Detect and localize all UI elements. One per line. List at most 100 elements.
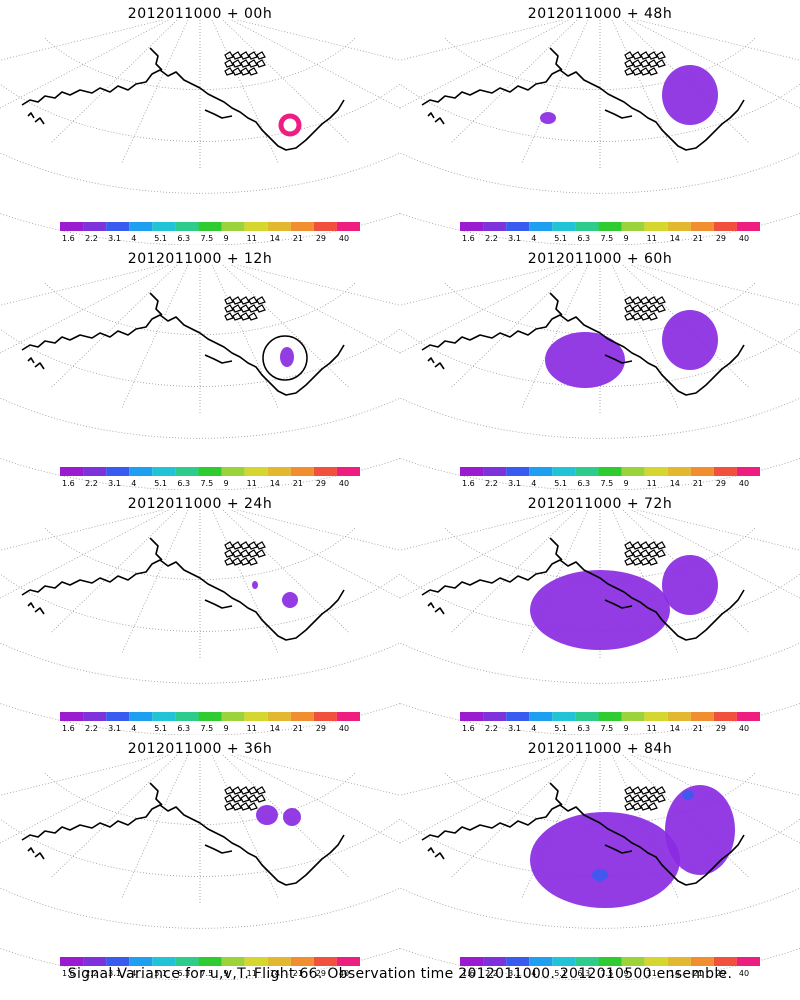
polar-map <box>0 19 400 245</box>
arctic-island <box>624 549 634 558</box>
forecast-panel: 2012011000 + 24h 1.6 2.2 3.1 4 5.1 6.3 7.5 9 11 14… <box>0 490 400 735</box>
arctic-island <box>624 794 634 803</box>
colorbar-label: 11 <box>247 969 257 978</box>
colorbar-swatch <box>460 957 484 966</box>
arctic-island <box>240 304 250 313</box>
colorbar-label: 4 <box>531 234 536 243</box>
arctic-island <box>240 67 250 76</box>
coastline <box>427 112 435 119</box>
colorbar-label: 3.1 <box>108 724 121 733</box>
colorbar-label: 40 <box>739 969 749 978</box>
forecast-panel: 2012011000 + 00h 1.6 2.2 3.1 4 5.1 6.3 7.5 9 11 14… <box>0 0 400 245</box>
latitude-line <box>400 152 800 194</box>
coastline <box>434 607 445 615</box>
coastline <box>204 354 233 364</box>
meridian-line <box>50 754 178 879</box>
colorbar: 1.6 2.2 3.1 4 5.1 6.3 7.5 9 11 14 21 29 40 <box>460 467 760 488</box>
meridian-line <box>121 264 189 409</box>
arctic-island <box>624 786 634 795</box>
arctic-island <box>248 59 258 68</box>
colorbar-swatch <box>60 222 84 231</box>
colorbar-swatch <box>221 222 245 231</box>
colorbar-swatch <box>736 957 760 966</box>
colorbar-label: 1.6 <box>462 724 475 733</box>
colorbar-swatch <box>336 467 360 476</box>
colorbar-swatch <box>83 712 107 721</box>
colorbar-label: 29 <box>716 724 726 733</box>
colorbar-swatch <box>552 957 576 966</box>
arctic-island <box>232 304 242 313</box>
colorbar-swatch <box>575 222 599 231</box>
arctic-island <box>640 296 650 305</box>
colorbar-label: 7.5 <box>200 724 213 733</box>
colorbar-swatch <box>221 957 245 966</box>
colorbar-swatch <box>267 222 291 231</box>
colorbar-swatch <box>244 222 268 231</box>
meridian-line <box>237 754 400 796</box>
arctic-island <box>624 304 634 313</box>
colorbar-label: 1.6 <box>62 479 75 488</box>
coastline <box>427 357 435 364</box>
colorbar-label: 1.6 <box>62 724 75 733</box>
colorbar-swatch <box>313 467 337 476</box>
colorbar-label: 9 <box>224 724 229 733</box>
panel-title: 2012011000 + 12h <box>127 251 273 267</box>
coastline <box>434 117 445 125</box>
colorbar: 1.6 2.2 3.1 4 5.1 6.3 7.5 9 11 14 21 29 40 <box>60 222 360 243</box>
colorbar-label: 6.3 <box>177 724 190 733</box>
meridian-line <box>400 264 569 354</box>
arctic-island <box>256 51 266 60</box>
colorbar-label: 9 <box>224 969 229 978</box>
arctic-island <box>656 51 666 60</box>
arctic-island <box>224 296 234 305</box>
colorbar-label: 7.5 <box>600 969 613 978</box>
colorbar-label: 9 <box>624 234 629 243</box>
arctic-island <box>240 59 250 68</box>
colorbar-swatch <box>221 467 245 476</box>
variance-region <box>262 335 308 381</box>
colorbar-swatch <box>129 467 153 476</box>
colorbar-swatch <box>313 957 337 966</box>
colorbar-label: 4 <box>131 724 136 733</box>
colorbar-label: 5.1 <box>154 724 167 733</box>
arctic-island <box>632 304 642 313</box>
colorbar-label: 6.3 <box>177 234 190 243</box>
colorbar-label: 11 <box>647 479 657 488</box>
colorbar-swatch <box>221 712 245 721</box>
coastline <box>421 69 745 151</box>
colorbar-label: 6.3 <box>577 724 590 733</box>
arctic-island <box>256 59 266 68</box>
meridian-line <box>611 264 679 409</box>
arctic-island <box>648 51 658 60</box>
colorbar-swatch <box>313 712 337 721</box>
polar-map <box>400 754 800 980</box>
arctic-island <box>632 296 642 305</box>
colorbar-swatch <box>644 467 668 476</box>
colorbar-swatch <box>667 957 691 966</box>
variance-region <box>252 581 258 589</box>
colorbar-swatch <box>129 712 153 721</box>
arctic-island <box>248 786 258 795</box>
colorbar-swatch <box>290 467 314 476</box>
arctic-island <box>632 794 642 803</box>
colorbar-swatch <box>483 467 507 476</box>
panel-title: 2012011000 + 84h <box>527 741 673 757</box>
meridian-line <box>0 754 169 844</box>
arctic-island <box>656 59 666 68</box>
colorbar-swatch <box>575 712 599 721</box>
meridian-line <box>50 509 178 634</box>
arctic-island <box>624 541 634 550</box>
meridian-line <box>222 264 350 389</box>
arctic-island <box>648 802 658 811</box>
colorbar-label: 7.5 <box>200 234 213 243</box>
latitude-line <box>400 887 800 929</box>
arctic-island <box>656 296 666 305</box>
meridian-line <box>400 19 563 61</box>
variance-region <box>662 310 718 370</box>
colorbar-label: 9 <box>624 479 629 488</box>
colorbar-swatch <box>598 467 622 476</box>
meridian-line <box>237 19 400 61</box>
colorbar-swatch <box>736 712 760 721</box>
colorbar-label: 1.6 <box>462 969 475 978</box>
colorbar-label: 1.6 <box>462 479 475 488</box>
